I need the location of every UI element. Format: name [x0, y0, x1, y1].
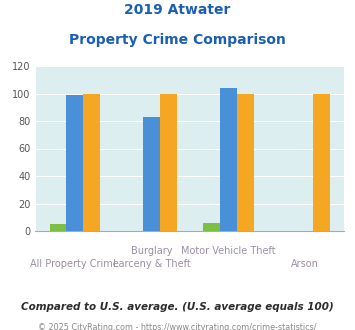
Bar: [220, 88, 237, 231]
Bar: [50, 224, 66, 231]
Text: Compared to U.S. average. (U.S. average equals 100): Compared to U.S. average. (U.S. average …: [21, 302, 334, 312]
Text: © 2025 CityRating.com - https://www.cityrating.com/crime-statistics/: © 2025 CityRating.com - https://www.city…: [38, 323, 317, 330]
Bar: [203, 223, 220, 231]
Bar: [160, 93, 177, 231]
Bar: [83, 93, 100, 231]
Text: 2019 Atwater: 2019 Atwater: [124, 3, 231, 17]
Bar: [66, 95, 83, 231]
Text: Property Crime Comparison: Property Crime Comparison: [69, 33, 286, 47]
Text: Burglary: Burglary: [131, 246, 172, 256]
Bar: [143, 117, 160, 231]
Text: Motor Vehicle Theft: Motor Vehicle Theft: [181, 246, 275, 256]
Bar: [237, 93, 253, 231]
Text: Larceny & Theft: Larceny & Theft: [113, 259, 190, 269]
Text: All Property Crime: All Property Crime: [31, 259, 119, 269]
Legend: Atwater, Minnesota, National: Atwater, Minnesota, National: [59, 327, 321, 330]
Bar: [313, 93, 330, 231]
Text: Arson: Arson: [291, 259, 319, 269]
